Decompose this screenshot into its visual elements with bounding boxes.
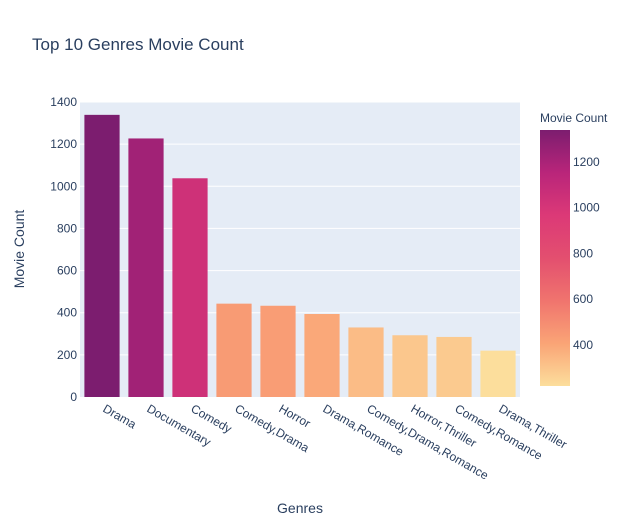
bar [216, 303, 252, 397]
x-axis-ticks: Drama DocumentaryComedyComedy,DramaHorror… [101, 401, 570, 482]
colorbar-tick-label: 800 [573, 246, 593, 260]
colorbar-tick-label: 400 [573, 338, 593, 352]
y-tick-label: 1000 [50, 179, 77, 193]
y-axis-ticks: 0 200 400 600 800 1000 1200 1400 [50, 95, 77, 404]
bar [172, 178, 208, 397]
bar [304, 313, 340, 397]
y-tick-label: 800 [57, 221, 77, 235]
y-axis-title: Movie Count [11, 210, 27, 289]
y-tick-label: 200 [57, 348, 77, 362]
bar [260, 305, 296, 397]
y-tick-label: 1400 [50, 95, 77, 109]
y-tick-label: 400 [57, 306, 77, 320]
bar [392, 335, 428, 397]
bar [348, 327, 384, 397]
colorbar [540, 130, 570, 386]
chart-title: Top 10 Genres Movie Count [32, 35, 244, 54]
bar [436, 336, 472, 397]
x-tick-label: Comedy,Drama [233, 401, 312, 455]
colorbar-ticks: 400 600 800 1000 1200 [573, 155, 600, 352]
x-axis-title: Genres [277, 500, 323, 516]
bars [84, 114, 516, 398]
y-tick-label: 1200 [50, 137, 77, 151]
colorbar-tick-label: 600 [573, 292, 593, 306]
colorbar-tick-label: 1200 [573, 155, 600, 169]
bar [480, 350, 516, 397]
bar [128, 138, 164, 398]
colorbar-title: Movie Count [540, 111, 608, 125]
colorbar-tick-label: 1000 [573, 201, 600, 215]
y-tick-label: 0 [70, 390, 77, 404]
bar [84, 114, 120, 397]
x-tick-label: Drama [101, 401, 139, 431]
y-tick-label: 600 [57, 264, 77, 278]
